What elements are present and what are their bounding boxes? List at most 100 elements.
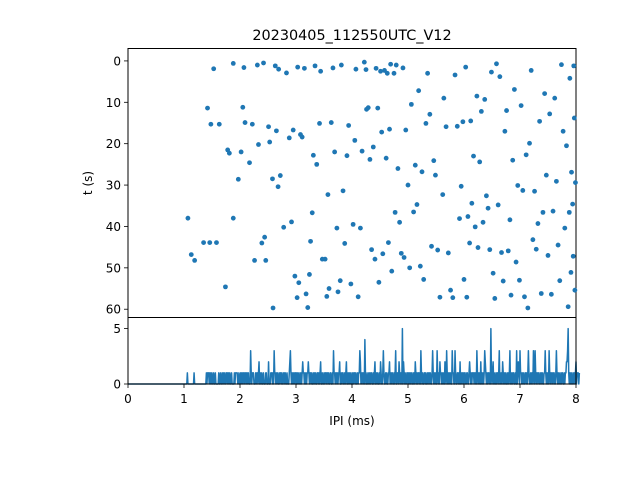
raster-point xyxy=(464,294,470,300)
raster-point xyxy=(208,121,214,127)
raster-point xyxy=(515,183,521,188)
raster-point xyxy=(502,128,508,134)
raster-point xyxy=(296,280,302,286)
raster-point xyxy=(325,192,331,197)
raster-point xyxy=(472,224,478,230)
raster-panel: 0 10 20 30 40 50 60 t (s) xyxy=(81,48,578,318)
raster-point xyxy=(281,224,287,230)
raster-point xyxy=(365,105,371,111)
histogram-y-tick-label: 0 xyxy=(113,378,121,392)
raster-point xyxy=(372,256,378,262)
raster-point xyxy=(322,256,328,262)
histogram-x-tick-label: 8 xyxy=(572,392,580,406)
raster-point xyxy=(376,279,382,285)
raster-point xyxy=(540,209,546,215)
raster-point xyxy=(276,66,282,72)
raster-point xyxy=(412,162,418,168)
raster-point xyxy=(522,294,527,300)
raster-point xyxy=(523,152,529,158)
raster-point xyxy=(387,126,392,132)
raster-point xyxy=(533,246,539,252)
raster-point xyxy=(520,188,526,193)
raster-point xyxy=(416,88,422,94)
raster-point xyxy=(467,240,472,246)
raster-point xyxy=(252,257,257,263)
raster-point xyxy=(500,278,506,284)
histogram-x-tick-label: 6 xyxy=(460,392,468,406)
raster-point xyxy=(423,121,429,126)
histogram-x-tick-label: 5 xyxy=(404,392,412,406)
raster-point xyxy=(307,272,312,277)
raster-point xyxy=(512,87,517,92)
raster-point xyxy=(562,225,568,231)
raster-y-tick-label: 10 xyxy=(106,96,121,110)
raster-point xyxy=(397,219,402,225)
raster-point xyxy=(355,294,361,300)
raster-point xyxy=(465,214,471,219)
raster-point xyxy=(557,278,563,284)
raster-point xyxy=(249,121,255,127)
raster-point xyxy=(359,148,365,154)
raster-point xyxy=(272,63,278,69)
raster-point xyxy=(405,182,411,188)
raster-point xyxy=(238,149,244,155)
raster-point xyxy=(335,289,341,295)
raster-point xyxy=(270,176,275,182)
raster-point xyxy=(508,292,514,298)
raster-point xyxy=(435,247,441,253)
raster-point xyxy=(386,240,391,245)
raster-point xyxy=(513,259,519,265)
raster-point xyxy=(443,124,449,130)
raster-point xyxy=(421,277,427,282)
raster-point xyxy=(437,294,443,300)
raster-point xyxy=(211,66,217,72)
raster-point xyxy=(310,152,316,158)
raster-point xyxy=(490,270,496,276)
raster-point xyxy=(392,209,398,215)
raster-point xyxy=(538,291,544,296)
raster-point xyxy=(554,178,559,184)
raster-points xyxy=(185,59,578,311)
raster-point xyxy=(460,119,466,125)
raster-point xyxy=(303,291,309,297)
raster-point xyxy=(226,150,232,156)
raster-point xyxy=(431,158,437,164)
raster-point xyxy=(510,157,516,163)
raster-point xyxy=(328,120,334,125)
raster-point xyxy=(569,169,574,175)
histogram-x-tick-label: 3 xyxy=(292,392,300,406)
raster-point xyxy=(308,238,313,244)
raster-point xyxy=(292,273,298,279)
raster-point xyxy=(504,108,509,113)
raster-point xyxy=(400,65,406,71)
raster-point xyxy=(568,269,574,275)
histogram-x-tick-label: 7 xyxy=(516,392,524,406)
raster-point xyxy=(484,193,489,199)
raster-point xyxy=(216,121,222,127)
raster-point xyxy=(358,225,363,231)
raster-y-ticks: 0 10 20 30 40 50 60 xyxy=(106,54,128,317)
raster-point xyxy=(573,180,578,185)
raster-point xyxy=(525,305,531,311)
raster-point xyxy=(295,64,301,70)
raster-point xyxy=(361,59,367,65)
raster-y-tick-label: 60 xyxy=(106,303,121,317)
raster-point xyxy=(454,123,460,129)
raster-point xyxy=(326,286,332,291)
raster-point xyxy=(411,209,416,215)
raster-point xyxy=(290,127,296,133)
raster-point xyxy=(263,257,269,263)
raster-point xyxy=(389,268,395,274)
raster-point xyxy=(482,97,488,102)
raster-point xyxy=(185,215,191,221)
raster-point xyxy=(407,265,413,271)
raster-point xyxy=(332,149,338,155)
raster-y-axis-label: t (s) xyxy=(81,171,95,195)
raster-point xyxy=(223,284,228,290)
raster-point xyxy=(299,134,305,140)
raster-point xyxy=(230,61,236,66)
raster-point xyxy=(489,69,494,75)
raster-point xyxy=(284,70,289,76)
raster-point xyxy=(254,62,260,68)
